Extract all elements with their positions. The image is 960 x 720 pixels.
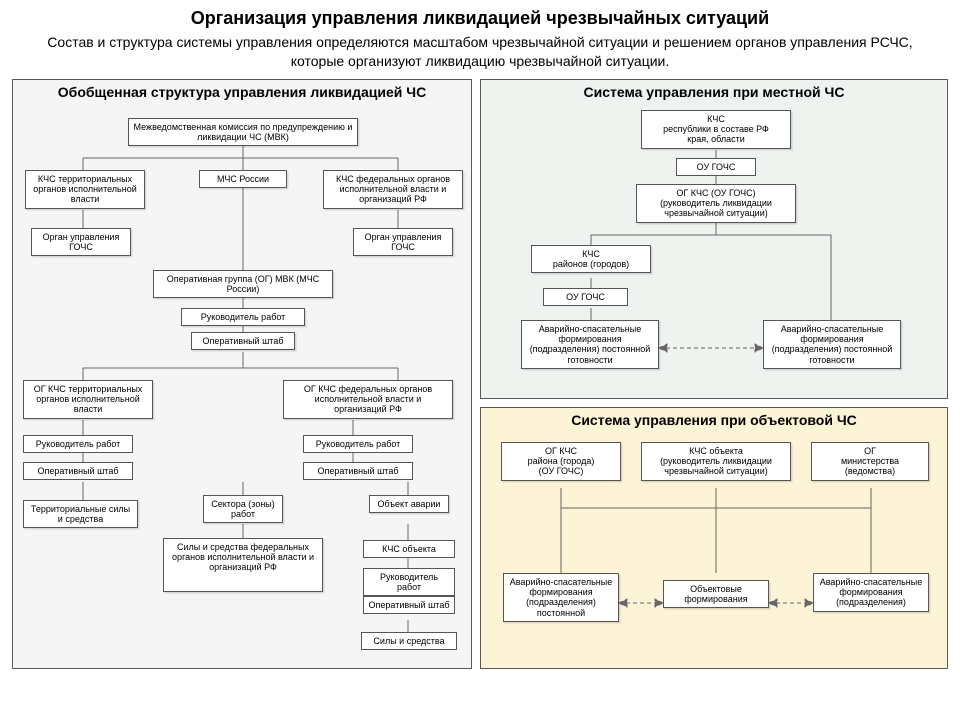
panel-c: Система управления при объектовой ЧС xyxy=(480,407,948,669)
node-b4: КЧС районов (городов) xyxy=(531,245,651,274)
panel-b-title: Система управления при местной ЧС xyxy=(481,80,947,104)
node-terr-forces: Территориальные силы и средства xyxy=(23,500,138,529)
page-title: Организация управления ликвидацией чрезв… xyxy=(0,0,960,33)
node-object: Объект аварии xyxy=(369,495,449,513)
node-organ-l: Орган управления ГОЧС xyxy=(31,228,131,257)
node-ruk-r: Руководитель работ xyxy=(303,435,413,453)
node-b2: ОУ ГОЧС xyxy=(676,158,756,176)
node-og-fed: ОГ КЧС федеральных органов исполнительно… xyxy=(283,380,453,419)
node-c1: ОГ КЧС района (города) (ОУ ГОЧС) xyxy=(501,442,621,481)
node-organ-r: Орган управления ГОЧС xyxy=(353,228,453,257)
node-kchs-obj: КЧС объекта xyxy=(363,540,455,558)
node-og-terr: ОГ КЧС территориальных органов исполните… xyxy=(23,380,153,419)
node-b3: ОГ КЧС (ОУ ГОЧС) (руководитель ликвидаци… xyxy=(636,184,796,223)
node-b6: Аварийно-спасательные формирования (подр… xyxy=(521,320,659,369)
node-oper1: Оперативный штаб xyxy=(191,332,295,350)
panels-row: Обобщенная структура управления ликвидац… xyxy=(0,79,960,669)
node-oper-obj: Оперативный штаб xyxy=(363,596,455,614)
node-oper-r: Оперативный штаб xyxy=(303,462,413,480)
node-b7: Аварийно-спасательные формирования (подр… xyxy=(763,320,901,369)
node-kchs-fed: КЧС федеральных органов исполнительной в… xyxy=(323,170,463,209)
node-c5: Объектовые формирования xyxy=(663,580,769,609)
node-forces: Силы и средства xyxy=(361,632,457,650)
panel-a: Обобщенная структура управления ликвидац… xyxy=(12,79,472,669)
node-fed-forces: Силы и средства федеральных органов испо… xyxy=(163,538,323,592)
node-mvk: Межведомственная комиссия по предупрежде… xyxy=(128,118,358,147)
node-ruk1: Руководитель работ xyxy=(181,308,305,326)
node-ruk-obj: Руководитель работ xyxy=(363,568,455,597)
panel-b: Система управления при местной ЧС xyxy=(480,79,948,399)
node-c4: Аварийно-спасательные формирования (подр… xyxy=(503,573,619,622)
node-kchs-terr: КЧС территориальных органов исполнительн… xyxy=(25,170,145,209)
node-c2: КЧС объекта (руководитель ликвидации чре… xyxy=(641,442,791,481)
panel-a-title: Обобщенная структура управления ликвидац… xyxy=(13,80,471,104)
node-ruk-l: Руководитель работ xyxy=(23,435,133,453)
panel-c-title: Система управления при объектовой ЧС xyxy=(481,408,947,432)
node-c3: ОГ министерства (ведомства) xyxy=(811,442,929,481)
page-subtitle: Состав и структура системы управления оп… xyxy=(0,33,960,79)
node-sectors: Сектора (зоны) работ xyxy=(203,495,283,524)
node-og-mvk: Оперативная группа (ОГ) МВК (МЧС России) xyxy=(153,270,333,299)
node-c6: Аварийно-спасательные формирования (подр… xyxy=(813,573,929,612)
node-b1: КЧС республики в составе РФ края, област… xyxy=(641,110,791,149)
node-oper-l: Оперативный штаб xyxy=(23,462,133,480)
node-b5: ОУ ГОЧС xyxy=(543,288,628,306)
node-mchs: МЧС России xyxy=(199,170,287,188)
